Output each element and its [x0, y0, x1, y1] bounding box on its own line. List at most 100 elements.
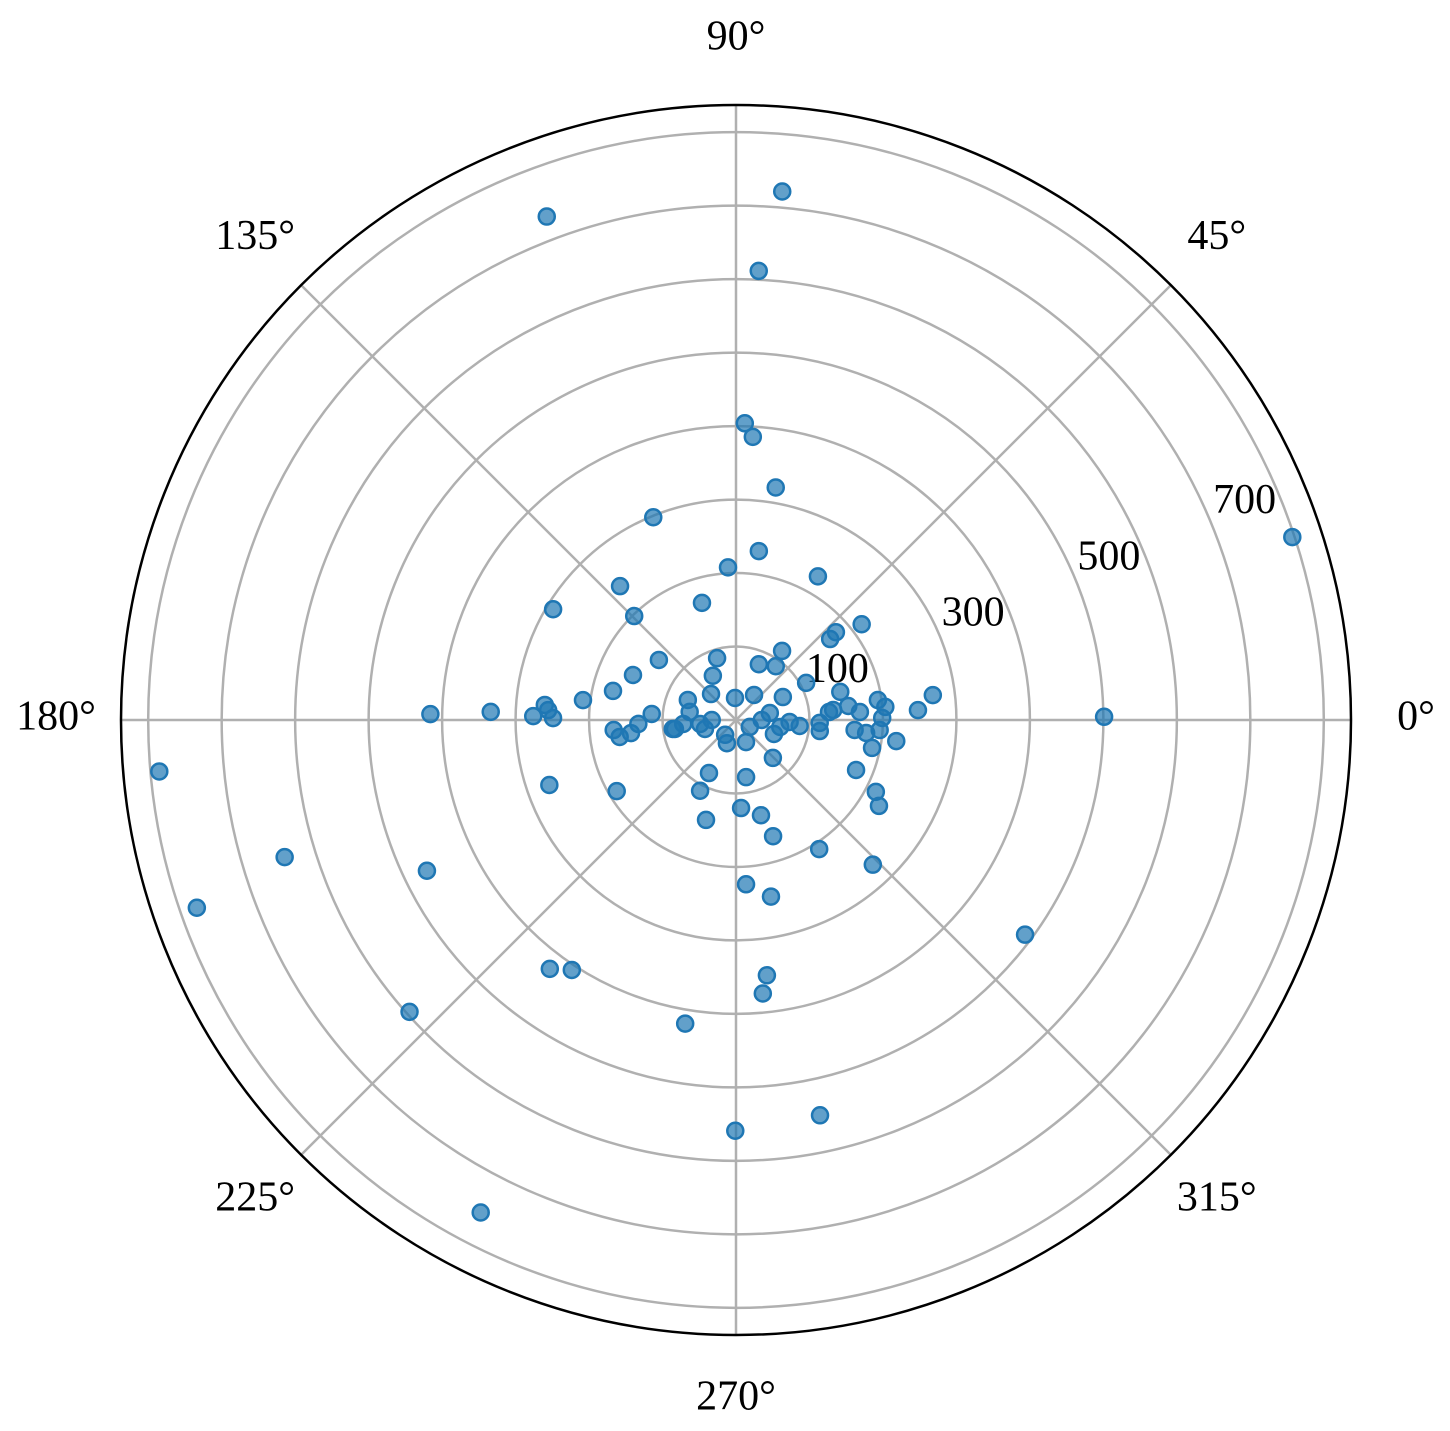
data-point [810, 713, 829, 733]
data-point [869, 796, 889, 816]
data-point [757, 966, 777, 985]
data-point [471, 1203, 490, 1222]
data-point [690, 714, 710, 734]
data-point [696, 810, 716, 830]
data-point [629, 714, 648, 734]
data-point [624, 606, 644, 626]
angle-tick-label: 135° [215, 213, 295, 259]
data-point [761, 887, 781, 906]
data-point [749, 655, 769, 674]
data-point [707, 648, 727, 668]
data-point [703, 666, 723, 685]
data-point [823, 700, 843, 720]
radial-tick-label: 500 [1077, 533, 1140, 579]
data-point [725, 688, 745, 708]
grid-spoke [735, 719, 1172, 1156]
data-point [715, 725, 735, 745]
data-point [400, 1002, 419, 1022]
data-point [699, 763, 719, 783]
angle-tick-label: 45° [1187, 213, 1246, 259]
grid-spoke [300, 284, 737, 721]
data-point [718, 558, 738, 577]
data-point [760, 703, 780, 723]
data-point [538, 700, 558, 720]
data-point [749, 261, 769, 281]
data-point [187, 898, 207, 918]
data-point [1015, 925, 1035, 944]
data-point [690, 781, 710, 801]
data-point [766, 657, 786, 676]
data-point [736, 732, 756, 752]
data-point [773, 687, 793, 707]
radial-tick-label: 700 [1213, 477, 1276, 523]
data-point [726, 1121, 745, 1140]
data-point [772, 182, 792, 201]
angle-tick-label: 0° [1397, 694, 1435, 740]
data-point [736, 767, 756, 787]
angle-tick-label: 225° [215, 1174, 295, 1220]
data-point [796, 673, 816, 693]
data-point [862, 738, 882, 758]
data-point [537, 207, 557, 226]
data-point [887, 731, 906, 751]
data-point [852, 615, 871, 634]
angle-tick-label: 270° [696, 1374, 776, 1420]
data-point [673, 714, 693, 734]
grid-spoke [735, 284, 1172, 721]
data-point [870, 720, 889, 740]
angle-tick-label: 90° [707, 14, 766, 60]
data-point [749, 541, 769, 561]
data-point [831, 682, 850, 702]
grid-spoke [300, 719, 737, 1156]
data-point [562, 960, 582, 980]
data-point [1283, 527, 1302, 547]
data-point [740, 717, 760, 737]
data-point [736, 875, 756, 894]
data-point [481, 702, 500, 722]
data-point [573, 690, 593, 710]
data-point [790, 716, 809, 736]
data-point [810, 1106, 830, 1125]
radial-tick-label: 300 [942, 590, 1005, 636]
angle-tick-label: 180° [16, 694, 96, 740]
data-point [644, 508, 663, 527]
data-point [417, 861, 437, 880]
data-point [150, 762, 169, 781]
data-point [863, 855, 883, 874]
data-point [540, 959, 560, 979]
data-point [808, 567, 828, 586]
data-point [743, 427, 763, 447]
data-point [744, 685, 764, 705]
data-point [692, 593, 712, 613]
data-point [820, 629, 840, 649]
data-point [735, 414, 755, 433]
data-point [610, 727, 629, 747]
data-point [771, 717, 790, 737]
data-point [908, 700, 928, 720]
data-point [809, 839, 829, 859]
data-point [846, 760, 866, 780]
data-point [649, 650, 669, 670]
data-point [540, 775, 559, 795]
data-point [763, 748, 783, 768]
data-point [772, 641, 792, 661]
data-point [543, 599, 563, 619]
data-point [839, 696, 858, 716]
angle-tick-label: 315° [1177, 1174, 1257, 1220]
data-point [523, 706, 543, 726]
data-point [610, 576, 630, 596]
data-point [623, 665, 643, 685]
plot-frame [119, 103, 1353, 1337]
data-point [603, 681, 623, 701]
data-point [753, 984, 773, 1003]
data-point [751, 805, 771, 825]
data-point [675, 1014, 695, 1033]
data-point [701, 684, 721, 704]
data-point [766, 478, 785, 497]
data-point [731, 798, 751, 818]
data-point [607, 781, 626, 801]
data-point [923, 685, 943, 705]
data-point [763, 826, 783, 846]
data-point [642, 704, 661, 724]
